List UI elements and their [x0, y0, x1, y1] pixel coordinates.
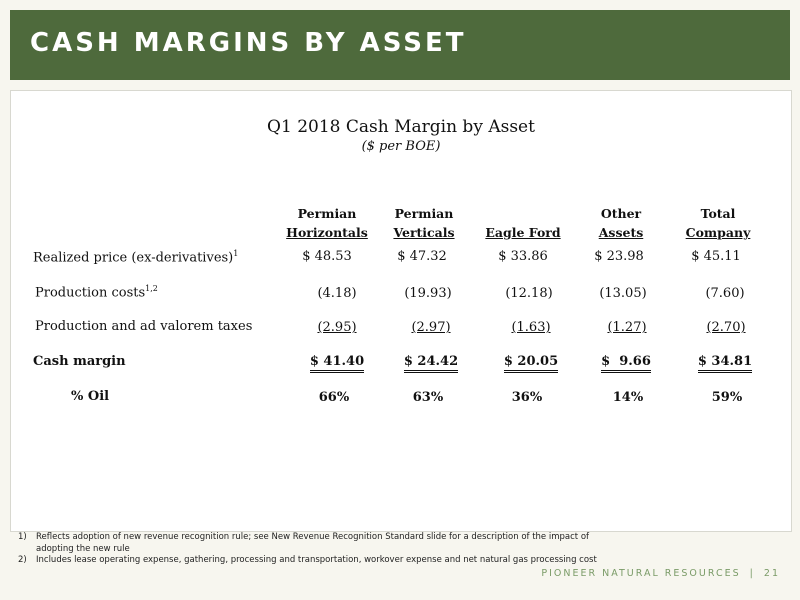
table-cell: $ 34.81: [675, 354, 775, 373]
table-cell: 14%: [612, 390, 644, 405]
cell-value: $ 41.40: [309, 354, 365, 373]
footnote-text: Includes lease operating expense, gather…: [36, 555, 597, 565]
col-header-line2: Verticals: [393, 225, 455, 240]
cell-value: (2.97): [411, 320, 451, 335]
col-header-line1: Permian: [394, 206, 454, 221]
table-cell: 63%: [412, 390, 444, 405]
table-cell: (2.95): [287, 320, 387, 335]
col-header-other-assets: Other Assets: [571, 204, 671, 242]
col-header-line1: Other: [600, 206, 642, 221]
table-cell: $ 47.32: [397, 249, 447, 264]
col-header-eagle-ford: Eagle Ford: [473, 204, 573, 242]
col-header-line1: Total: [700, 206, 736, 221]
cell-value: $ 9.66: [601, 354, 651, 373]
table-cell: $ 23.98: [594, 249, 644, 264]
col-header-line2: Eagle Ford: [485, 225, 561, 240]
col-header-line2: Horizontals: [286, 225, 368, 240]
row-label-text: % Oil: [71, 389, 110, 404]
cell-value: $ 34.81: [697, 354, 753, 373]
table-cell: 66%: [318, 390, 350, 405]
col-header-total-company: Total Company: [668, 204, 768, 242]
table-cell: $ 41.40: [287, 354, 387, 373]
table-cell: (13.05): [599, 286, 647, 301]
footnote-1: 1) Reflects adoption of new revenue reco…: [18, 532, 618, 555]
row-label-production-costs: Production costs1,2: [35, 284, 158, 300]
row-label-cash-margin: Cash margin: [33, 354, 126, 369]
table-title: Q1 2018 Cash Margin by Asset: [267, 117, 535, 137]
page-number: 21: [763, 568, 780, 579]
cell-value: $ 20.05: [503, 354, 559, 373]
cell-value: (1.27): [607, 320, 647, 335]
table-cell: $ 45.11: [691, 249, 741, 264]
table-cell: (4.18): [317, 286, 357, 301]
col-header-line1: [473, 204, 573, 223]
table-cell: (1.27): [577, 320, 677, 335]
col-header-line2: Assets: [598, 225, 644, 240]
footnotes: 1) Reflects adoption of new revenue reco…: [18, 532, 618, 567]
table-cell: 36%: [511, 390, 543, 405]
footnote-2: 2) Includes lease operating expense, gat…: [18, 555, 618, 567]
table-cell: (2.70): [676, 320, 776, 335]
cell-value: (2.95): [317, 320, 357, 335]
table-cell: $ 33.86: [498, 249, 548, 264]
table-cell: (2.97): [381, 320, 481, 335]
table-cell: (1.63): [481, 320, 581, 335]
table-cell: (7.60): [705, 286, 745, 301]
row-label-text: Production and ad valorem taxes: [35, 319, 253, 334]
row-label-text: Realized price (ex-derivatives): [33, 250, 234, 266]
footnote-text: Reflects adoption of new revenue recogni…: [36, 532, 590, 554]
table-cell: $ 20.05: [481, 354, 581, 373]
table-subtitle: ($ per BOE): [361, 139, 441, 154]
row-label-realized-price: Realized price (ex-derivatives)1: [33, 249, 238, 265]
row-label-pct-oil: % Oil: [71, 389, 109, 404]
table-cell: (12.18): [505, 286, 553, 301]
cell-value: (1.63): [511, 320, 551, 335]
brand-name: PIONEER NATURAL RESOURCES: [541, 568, 741, 579]
cell-value: $ 24.42: [403, 354, 459, 373]
slide-title: CASH MARGINS BY ASSET: [30, 28, 467, 58]
row-label-text: Production costs: [35, 285, 146, 301]
footer-separator: |: [749, 568, 755, 579]
table-cell: 59%: [711, 390, 743, 405]
cell-value: (2.70): [706, 320, 746, 335]
table-panel: Q1 2018 Cash Margin by Asset ($ per BOE)…: [10, 90, 792, 532]
table-cell: (19.93): [404, 286, 452, 301]
footnote-number: 2): [18, 555, 27, 565]
col-header-line2: Company: [685, 225, 751, 240]
table-cell: $ 48.53: [302, 249, 352, 264]
row-label-text: Cash margin: [33, 354, 126, 369]
table-cell: $ 24.42: [381, 354, 481, 373]
row-label-production-taxes: Production and ad valorem taxes: [35, 319, 252, 334]
footnote-number: 1): [18, 532, 27, 542]
col-header-permian-horizontals: Permian Horizontals: [277, 204, 377, 242]
table-cell: $ 9.66: [576, 354, 676, 373]
col-header-permian-verticals: Permian Verticals: [374, 204, 474, 242]
slide-header: CASH MARGINS BY ASSET: [10, 10, 790, 80]
footnote-ref: 1: [233, 249, 239, 258]
footnote-ref: 1,2: [145, 284, 158, 293]
footer-brand: PIONEER NATURAL RESOURCES | 21: [541, 568, 780, 579]
col-header-line1: Permian: [297, 206, 357, 221]
